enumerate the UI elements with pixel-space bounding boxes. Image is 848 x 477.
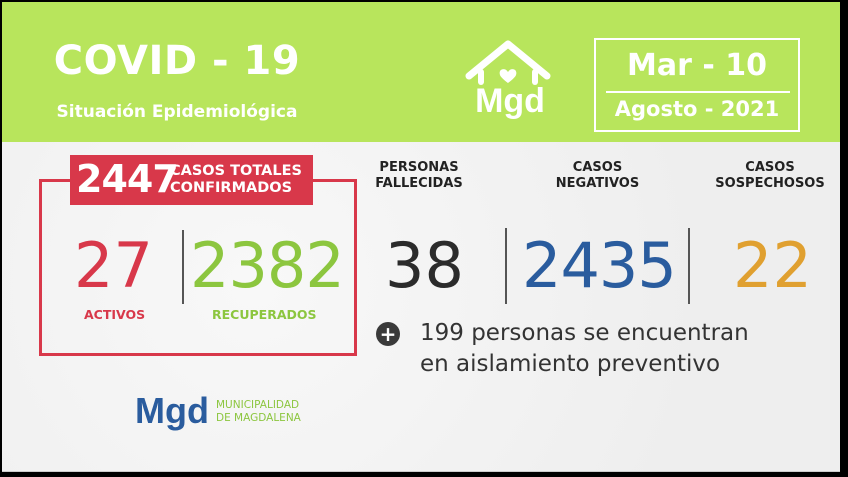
municipality-line1: MUNICIPALIDAD <box>216 399 300 411</box>
plus-icon: + <box>376 322 400 346</box>
total-cases-number: 2447 <box>76 157 179 201</box>
fallecidas-label-line2: FALLECIDAS <box>375 176 463 191</box>
date-divider <box>606 91 790 93</box>
total-label-line2: CONFIRMADOS <box>170 180 293 196</box>
activos-label: ACTIVOS <box>84 307 146 322</box>
confirmed-cases-box <box>39 179 357 356</box>
page-title: COVID - 19 <box>53 38 301 84</box>
date-month-year: Agosto - 2021 <box>614 97 780 121</box>
sospechosos-label-line1: CASOS <box>745 160 795 175</box>
isolation-note-line2: en aislamiento preventivo <box>420 351 721 377</box>
municipality-logo-text: Mgd <box>135 390 209 431</box>
date-box: Mar - 10 Agosto - 2021 <box>594 38 800 132</box>
sospechosos-label: CASOS SOSPECHOSOS <box>702 160 838 192</box>
municipality-logo: Mgd <box>135 390 209 432</box>
total-label-line1: CASOS TOTALES <box>170 163 302 179</box>
municipality-name: MUNICIPALIDAD DE MAGDALENA <box>216 399 301 425</box>
municipality-line2: DE MAGDALENA <box>216 412 301 424</box>
date-day: Mar - 10 <box>627 48 767 83</box>
divider <box>505 228 507 304</box>
box-top-border-left <box>39 179 71 182</box>
sospechosos-value: 22 <box>733 229 812 302</box>
fallecidas-value: 38 <box>385 229 464 302</box>
header-banner: COVID - 19 Situación Epidemiológica Mgd … <box>2 2 840 142</box>
total-cases-banner: 2447 CASOS TOTALES CONFIRMADOS <box>70 155 313 205</box>
divider <box>182 230 184 304</box>
negativos-label-line1: CASOS <box>572 160 623 175</box>
box-top-border-right <box>312 179 357 182</box>
divider <box>688 228 690 304</box>
negativos-label-line2: NEGATIVOS <box>555 176 640 191</box>
house-heart-icon <box>465 40 551 85</box>
total-cases-label: CASOS TOTALES CONFIRMADOS <box>170 163 302 197</box>
negativos-label: CASOS NEGATIVOS <box>540 160 655 192</box>
recuperados-value: 2382 <box>190 229 345 302</box>
activos-value: 27 <box>74 229 153 302</box>
recuperados-label: RECUPERADOS <box>212 307 317 322</box>
header-logo-text: Mgd <box>475 82 545 120</box>
isolation-note: 199 personas se encuentran en aislamient… <box>420 318 840 380</box>
sospechosos-label-line2: SOSPECHOSOS <box>715 176 825 191</box>
page-subtitle: Situación Epidemiológica <box>56 102 298 122</box>
covid-report-card: COVID - 19 Situación Epidemiológica Mgd … <box>2 2 840 472</box>
isolation-note-line1: 199 personas se encuentran <box>420 320 749 346</box>
fallecidas-label: PERSONAS FALLECIDAS <box>364 160 474 192</box>
fallecidas-label-line1: PERSONAS <box>379 160 459 175</box>
bottom-divider <box>2 471 840 472</box>
negativos-value: 2435 <box>522 229 677 302</box>
